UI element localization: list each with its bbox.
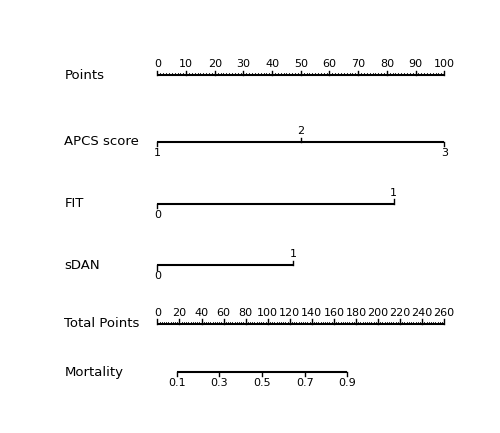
Text: 40: 40 (194, 308, 208, 318)
Text: 10: 10 (179, 59, 193, 69)
Text: 60: 60 (322, 59, 336, 69)
Text: 0: 0 (154, 210, 161, 220)
Text: 20: 20 (172, 308, 186, 318)
Text: 0: 0 (154, 308, 161, 318)
Text: 140: 140 (302, 308, 322, 318)
Text: 1: 1 (154, 148, 161, 158)
Text: 100: 100 (257, 308, 278, 318)
Text: 0.7: 0.7 (296, 378, 314, 388)
Text: 70: 70 (351, 59, 365, 69)
Text: 0.1: 0.1 (168, 378, 186, 388)
Text: 90: 90 (408, 59, 422, 69)
Text: 40: 40 (265, 59, 279, 69)
Text: 50: 50 (294, 59, 308, 69)
Text: 260: 260 (434, 308, 455, 318)
Text: 0.5: 0.5 (254, 378, 271, 388)
Text: 100: 100 (434, 59, 454, 69)
Text: 20: 20 (208, 59, 222, 69)
Text: Points: Points (64, 69, 104, 82)
Text: APCS score: APCS score (64, 136, 140, 149)
Text: 220: 220 (390, 308, 410, 318)
Text: 1: 1 (290, 249, 296, 259)
Text: 2: 2 (297, 126, 304, 136)
Text: 30: 30 (236, 59, 250, 69)
Text: 1: 1 (390, 187, 398, 197)
Text: 0: 0 (154, 59, 161, 69)
Text: 0: 0 (154, 271, 161, 281)
Text: 3: 3 (440, 148, 448, 158)
Text: Total Points: Total Points (64, 317, 140, 330)
Text: sDAN: sDAN (64, 259, 100, 272)
Text: 160: 160 (324, 308, 344, 318)
Text: Mortality: Mortality (64, 365, 124, 378)
Text: 120: 120 (279, 308, 300, 318)
Text: 80: 80 (238, 308, 252, 318)
Text: 180: 180 (346, 308, 366, 318)
Text: 0.3: 0.3 (210, 378, 228, 388)
Text: FIT: FIT (64, 197, 84, 210)
Text: 0.9: 0.9 (338, 378, 356, 388)
Text: 60: 60 (216, 308, 230, 318)
Text: 240: 240 (412, 308, 433, 318)
Text: 200: 200 (368, 308, 388, 318)
Text: 80: 80 (380, 59, 394, 69)
